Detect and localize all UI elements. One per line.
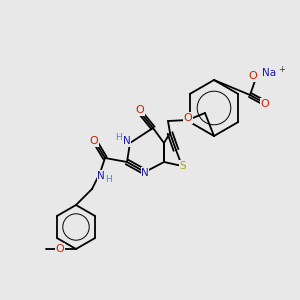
Text: H: H (106, 176, 112, 184)
Text: N: N (141, 168, 149, 178)
Text: O: O (261, 99, 269, 109)
Text: N: N (123, 136, 131, 146)
Text: O: O (90, 136, 98, 146)
Text: O: O (56, 244, 64, 254)
Text: O: O (184, 113, 192, 123)
Text: H: H (116, 134, 122, 142)
Text: O: O (136, 105, 144, 115)
Text: Na: Na (262, 68, 276, 78)
Text: +: + (279, 64, 285, 74)
Text: O: O (249, 71, 257, 81)
Text: N: N (97, 171, 105, 181)
Text: S: S (180, 161, 186, 171)
